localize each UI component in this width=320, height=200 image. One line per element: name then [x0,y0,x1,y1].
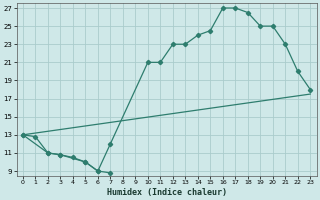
X-axis label: Humidex (Indice chaleur): Humidex (Indice chaleur) [107,188,227,197]
